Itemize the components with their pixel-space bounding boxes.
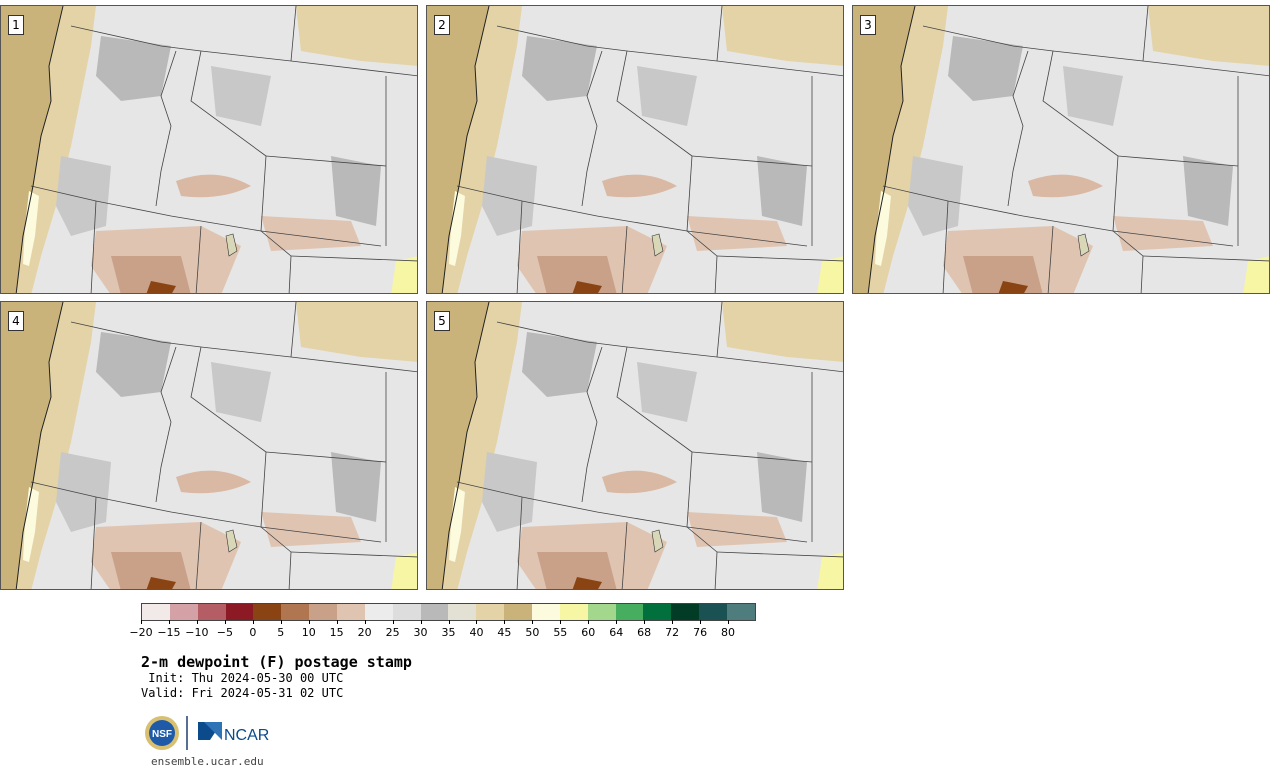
colorbar-segment [532, 604, 560, 620]
colorbar-tick-label: 35 [441, 626, 456, 639]
colorbar-tick-label: 68 [637, 626, 652, 639]
colorbar-tick [644, 620, 646, 624]
colorbar-segment [169, 604, 198, 620]
colorbar-tick [336, 620, 338, 624]
website-url: ensemble.ucar.edu [151, 755, 264, 768]
colorbar-segment [643, 604, 672, 620]
figure-title: 2-m dewpoint (F) postage stamp [141, 653, 412, 671]
colorbar-tick [588, 620, 590, 624]
panel-number: 1 [8, 15, 24, 35]
colorbar-tick [476, 620, 478, 624]
map-panel-1: 1 [0, 5, 418, 294]
colorbar-segment [392, 604, 421, 620]
colorbar-segment [727, 604, 755, 620]
colorbar-tick [420, 620, 422, 624]
colorbar-tick-label: 15 [329, 626, 344, 639]
colorbar-tick [196, 620, 198, 624]
nsf-logo: NSF [145, 716, 179, 750]
colorbar-segment [309, 604, 338, 620]
colorbar-tick-label: 76 [693, 626, 708, 639]
colorbar-segment [448, 604, 477, 620]
colorbar [141, 603, 756, 621]
colorbar-tick [728, 620, 730, 624]
colorbar-tick-label: −5 [216, 626, 233, 639]
colorbar-tick [672, 620, 674, 624]
colorbar-tick-label: 50 [525, 626, 540, 639]
colorbar-tick-label: 55 [553, 626, 568, 639]
dewpoint-map [853, 6, 1269, 293]
dewpoint-map [1, 302, 417, 589]
colorbar-segment [615, 604, 644, 620]
svg-text:NCAR: NCAR [224, 727, 269, 744]
colorbar-segment [559, 604, 588, 620]
colorbar-tick-label: 20 [357, 626, 372, 639]
colorbar-tick [560, 620, 562, 624]
colorbar-tick [504, 620, 506, 624]
colorbar-segment [253, 604, 282, 620]
colorbar-tick [392, 620, 394, 624]
colorbar-segment [364, 604, 393, 620]
colorbar-tick-label: 60 [581, 626, 596, 639]
colorbar-tick-label: 30 [413, 626, 428, 639]
colorbar-tick-label: 10 [301, 626, 316, 639]
colorbar-tick [700, 620, 702, 624]
dewpoint-map [427, 302, 843, 589]
colorbar-tick [448, 620, 450, 624]
colorbar-tick-label: −15 [157, 626, 181, 639]
colorbar-segment [587, 604, 616, 620]
logos: NSF NCAR [144, 714, 274, 752]
svg-text:NSF: NSF [152, 729, 172, 740]
colorbar-segment [225, 604, 254, 620]
colorbar-tick-label: 64 [609, 626, 624, 639]
map-panel-3: 3 [852, 5, 1270, 294]
colorbar-segment [197, 604, 226, 620]
colorbar-tick [616, 620, 618, 624]
colorbar-tick-label: 25 [385, 626, 400, 639]
panel-number: 5 [434, 311, 450, 331]
colorbar-segment [142, 604, 170, 620]
colorbar-tick [224, 620, 226, 624]
colorbar-tick-label: 45 [497, 626, 512, 639]
map-panel-5: 5 [426, 301, 844, 590]
colorbar-tick [168, 620, 170, 624]
colorbar-tick-label: 40 [469, 626, 484, 639]
panel-number: 3 [860, 15, 876, 35]
colorbar-tick-label: −10 [185, 626, 209, 639]
panel-number: 4 [8, 311, 24, 331]
valid-time: Valid: Fri 2024-05-31 02 UTC [141, 686, 344, 700]
colorbar-tick [141, 620, 142, 624]
colorbar-tick-label: 5 [277, 626, 285, 639]
colorbar-tick [280, 620, 282, 624]
colorbar-tick-label: 0 [249, 626, 257, 639]
colorbar-tick [308, 620, 310, 624]
colorbar-tick-label: 72 [665, 626, 680, 639]
colorbar-segment [699, 604, 728, 620]
ncar-logo: NCAR [198, 722, 269, 744]
colorbar-tick [364, 620, 366, 624]
map-panel-4: 4 [0, 301, 418, 590]
panel-number: 2 [434, 15, 450, 35]
colorbar-segment [420, 604, 449, 620]
colorbar-segment [337, 604, 365, 620]
colorbar-tick-label: −20 [129, 626, 153, 639]
colorbar-tick [252, 620, 254, 624]
colorbar-segment [476, 604, 505, 620]
colorbar-tick [532, 620, 534, 624]
map-panel-2: 2 [426, 5, 844, 294]
colorbar-segment [281, 604, 310, 620]
dewpoint-map [427, 6, 843, 293]
colorbar-tick-label: 80 [721, 626, 736, 639]
dewpoint-map [1, 6, 417, 293]
colorbar-segment [504, 604, 533, 620]
colorbar-segment [671, 604, 700, 620]
init-time: Init: Thu 2024-05-30 00 UTC [141, 671, 344, 685]
